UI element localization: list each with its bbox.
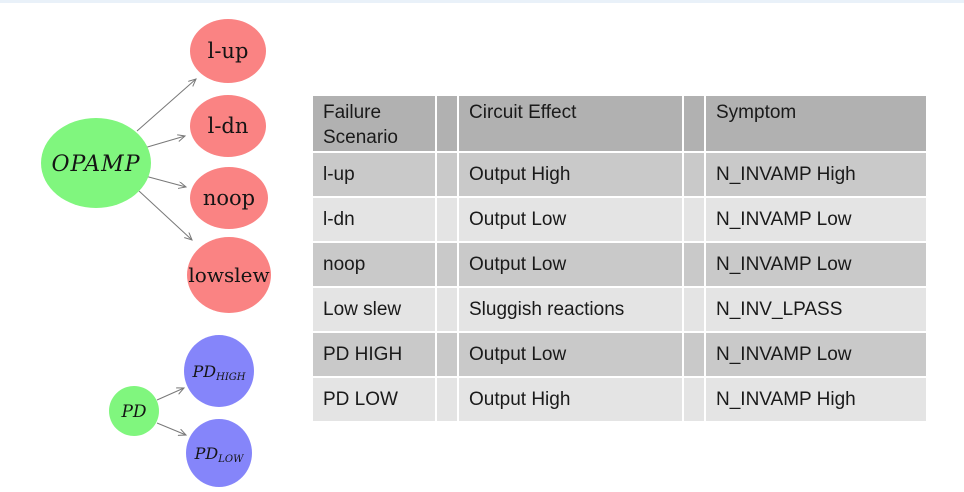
top-window-strip	[0, 0, 964, 3]
cell-spacer	[437, 153, 457, 196]
cell-spacer	[437, 333, 457, 376]
cell-spacer	[684, 153, 704, 196]
failure-symptom-table: Failure Scenario Circuit Effect Symptom …	[313, 96, 926, 421]
node-pd-high-label: PDHIGH	[192, 362, 246, 383]
cell-spacer	[437, 243, 457, 286]
header-circuit-effect: Circuit Effect	[459, 96, 682, 151]
node-pd-low-label: PDLOW	[194, 444, 244, 465]
node-pd	[109, 386, 159, 436]
pd-low-sub: LOW	[217, 454, 244, 465]
cell-spacer	[437, 288, 457, 331]
cell-symptom: N_INVAMP High	[706, 153, 926, 196]
cell-symptom: N_INVAMP High	[706, 378, 926, 421]
cell-effect: Output High	[459, 378, 682, 421]
node-opamp	[41, 118, 151, 208]
pd-high-main: PD	[192, 362, 217, 381]
node-noop-label: noop	[203, 186, 255, 210]
node-ldn	[190, 95, 266, 157]
cell-symptom: N_INV_LPASS	[706, 288, 926, 331]
node-pd-high	[184, 335, 254, 407]
header-spacer-1	[437, 96, 457, 151]
cell-effect: Output Low	[459, 198, 682, 241]
cell-effect: Sluggish reactions	[459, 288, 682, 331]
header-symptom: Symptom	[706, 96, 926, 151]
arrow-opamp-lowslew	[138, 190, 192, 240]
cell-scenario: l-up	[313, 153, 435, 196]
cell-spacer	[684, 288, 704, 331]
pd-low-main: PD	[194, 444, 219, 463]
node-lowslew	[187, 237, 271, 313]
header-spacer-2	[684, 96, 704, 151]
cell-effect: Output Low	[459, 333, 682, 376]
pd-arrows	[156, 388, 186, 435]
node-noop	[190, 167, 268, 229]
arrow-opamp-lup	[136, 79, 196, 132]
cell-effect: Output High	[459, 153, 682, 196]
cell-scenario: PD HIGH	[313, 333, 435, 376]
cell-effect: Output Low	[459, 243, 682, 286]
node-lup-label: l-up	[208, 39, 249, 63]
cell-symptom: N_INVAMP Low	[706, 333, 926, 376]
cell-spacer	[684, 243, 704, 286]
pd-high-sub: HIGH	[215, 372, 246, 383]
cell-spacer	[684, 333, 704, 376]
cell-spacer	[684, 378, 704, 421]
node-lup	[190, 19, 266, 83]
header-failure-scenario: Failure Scenario	[313, 96, 435, 151]
cell-scenario: Low slew	[313, 288, 435, 331]
cell-spacer	[437, 378, 457, 421]
cell-spacer	[684, 198, 704, 241]
arrow-pd-low	[156, 422, 186, 435]
cell-spacer	[437, 198, 457, 241]
failure-mode-diagram: OPAMP l-up l-dn noop lowslew PD PDHIGH P…	[41, 19, 271, 487]
cell-scenario: PD LOW	[313, 378, 435, 421]
cell-symptom: N_INVAMP Low	[706, 243, 926, 286]
cell-scenario: l-dn	[313, 198, 435, 241]
arrow-opamp-noop	[144, 175, 186, 187]
node-pd-label: PD	[120, 402, 146, 422]
cell-symptom: N_INVAMP Low	[706, 198, 926, 241]
arrow-pd-high	[156, 388, 184, 401]
opamp-arrows	[136, 79, 196, 240]
node-lowslew-label: lowslew	[188, 263, 269, 287]
arrow-opamp-ldn	[143, 136, 185, 149]
node-ldn-label: l-dn	[208, 114, 249, 138]
cell-scenario: noop	[313, 243, 435, 286]
node-opamp-label: OPAMP	[51, 152, 140, 177]
node-pd-low	[186, 419, 252, 487]
